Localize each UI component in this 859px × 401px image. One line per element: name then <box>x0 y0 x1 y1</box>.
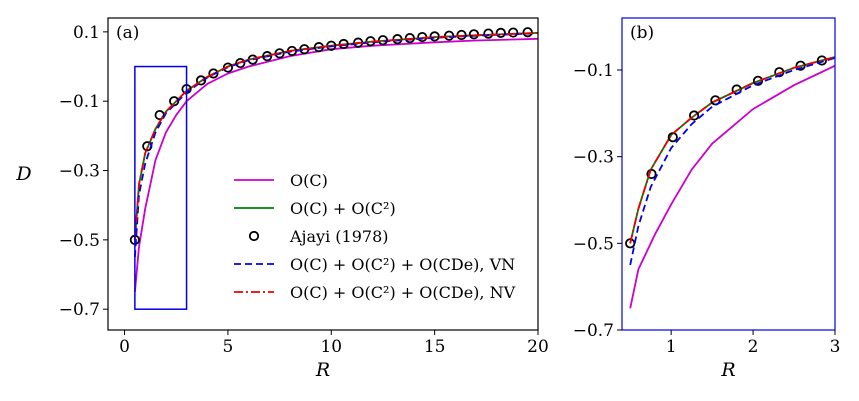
series-line-o-c-o-c <box>629 56 835 244</box>
series-line-o-c <box>134 37 538 292</box>
x-tick-label: 1 <box>666 337 677 357</box>
data-point-ajayi <box>456 29 467 41</box>
data-point-ajayi <box>468 29 480 40</box>
zoom-box <box>134 65 188 310</box>
legend: O(C) O(C) + O(C²) Ajayi (1978) O(C) + O(C²)… <box>234 171 516 302</box>
data-point-ajayi <box>688 110 700 121</box>
x-tick-label: 20 <box>527 337 549 357</box>
data-point-ajayi <box>495 27 506 39</box>
x-tick-label: 15 <box>424 337 446 357</box>
axes-frame <box>107 17 539 331</box>
y-tick-label: −0.5 <box>59 231 100 251</box>
series-line-o-c-o-c-o-cde-nv <box>134 32 538 240</box>
data-point-ajayi <box>795 60 806 71</box>
y-tick-label: −0.1 <box>59 92 100 112</box>
legend-label: Ajayi (1978) <box>289 227 389 246</box>
x-axis-label: R <box>720 359 735 381</box>
x-tick-label: 2 <box>748 337 759 357</box>
legend-label: O(C) + O(C²) + O(CDe), NV <box>290 283 516 302</box>
legend-label: O(C) <box>290 171 328 190</box>
panel-label: (a) <box>116 23 139 43</box>
data-point-ajayi <box>154 109 165 121</box>
data-point-ajayi <box>235 57 246 69</box>
legend-label: O(C) + O(C²) <box>290 199 396 218</box>
legend-marker-icon <box>248 230 260 242</box>
y-tick-label: −0.5 <box>573 234 614 254</box>
legend-label: O(C) + O(C²) + O(CDe), VN <box>290 255 515 274</box>
series-line-o-c <box>629 64 835 309</box>
y-tick-label: −0.7 <box>59 300 100 320</box>
x-tick-label: 10 <box>320 337 342 357</box>
panel-label: (b) <box>630 23 654 43</box>
data-point-ajayi <box>444 30 455 41</box>
y-tick-label: −0.7 <box>573 321 614 341</box>
y-tick-label: 0.1 <box>73 23 100 43</box>
data-point-ajayi <box>377 35 389 46</box>
data-point-ajayi <box>483 28 494 39</box>
plot-area-b <box>625 55 835 309</box>
data-point-ajayi <box>522 27 533 38</box>
x-axis-label: R <box>315 359 330 381</box>
panel-a: 0 5 10 15 200.1−0.1−0.3−0.5−0.7RD(a)O(C)O(C)… <box>15 17 549 381</box>
data-point-ajayi <box>508 27 519 38</box>
y-axis-label: D <box>15 163 31 185</box>
panel-b: 1 2 3 −0.1 −0.3 −0.5 −0.7 R (b) <box>573 17 841 381</box>
x-tick-label: 0 <box>119 337 130 357</box>
y-tick-label: −0.3 <box>573 148 614 168</box>
series-line-o-c-o-c-o-cde-vn <box>629 57 835 266</box>
plot-area-a <box>129 27 538 292</box>
x-tick-label: 5 <box>222 337 233 357</box>
data-point-ajayi <box>208 68 219 79</box>
data-point-ajayi <box>816 55 827 66</box>
data-point-ajayi <box>752 75 764 86</box>
x-tick-label: 3 <box>830 337 841 357</box>
y-tick-label: −0.1 <box>573 61 614 81</box>
series-line-o-c-o-c-o-cde-nv <box>629 56 835 244</box>
axes-frame <box>621 17 836 331</box>
data-point-ajayi <box>222 62 234 73</box>
series-line-o-c-o-c-o-cde-vn <box>134 32 538 258</box>
y-tick-label: −0.3 <box>59 162 100 182</box>
data-point-ajayi <box>195 75 207 86</box>
data-point-ajayi <box>262 51 273 62</box>
data-point-ajayi <box>404 33 415 44</box>
